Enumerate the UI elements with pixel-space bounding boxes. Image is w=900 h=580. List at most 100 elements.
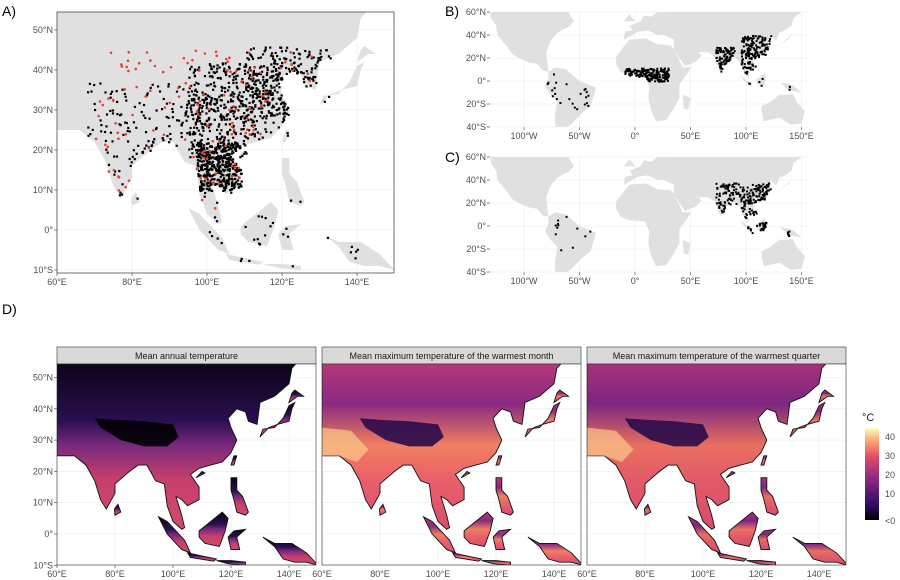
land xyxy=(188,208,230,254)
occurrence-point xyxy=(285,112,288,115)
occurrence-point xyxy=(746,193,749,196)
occurrence-point xyxy=(277,97,280,100)
occurrence-point xyxy=(315,65,318,68)
occurrence-point xyxy=(228,118,232,121)
occurrence-point xyxy=(202,126,205,129)
occurrence-point xyxy=(153,138,156,141)
occurrence-point xyxy=(760,198,763,201)
occurrence-point-red xyxy=(109,51,113,55)
occurrence-point xyxy=(165,115,168,119)
occurrence-point xyxy=(718,206,721,209)
occurrence-point xyxy=(119,191,122,194)
occurrence-point xyxy=(205,162,208,165)
occurrence-point xyxy=(201,122,204,126)
panel-c-label: C) xyxy=(445,149,460,165)
occurrence-point xyxy=(749,44,752,47)
occurrence-point xyxy=(743,204,746,207)
occurrence-point xyxy=(727,49,730,52)
occurrence-point xyxy=(148,117,151,120)
occurrence-point xyxy=(193,83,196,87)
occurrence-point xyxy=(766,46,769,49)
occurrence-point xyxy=(317,59,320,62)
occurrence-point xyxy=(271,106,274,109)
occurrence-point xyxy=(221,178,225,182)
occurrence-point xyxy=(222,116,226,119)
occurrence-point xyxy=(643,73,646,76)
occurrence-point xyxy=(737,191,740,194)
land xyxy=(323,234,394,270)
occurrence-point xyxy=(201,91,204,94)
occurrence-point xyxy=(149,149,152,152)
occurrence-point xyxy=(227,157,230,160)
occurrence-point xyxy=(741,51,744,54)
x-tick-label: 100°E xyxy=(195,277,220,287)
occurrence-point xyxy=(761,38,764,41)
occurrence-point xyxy=(105,125,108,128)
panel-b-label: B) xyxy=(445,3,459,19)
occurrence-point xyxy=(274,51,277,55)
occurrence-point xyxy=(756,51,759,54)
occurrence-point xyxy=(145,94,149,97)
occurrence-point xyxy=(155,126,158,130)
y-tick-label: 20°N xyxy=(33,145,53,155)
occurrence-point xyxy=(723,53,726,56)
occurrence-point xyxy=(265,114,268,117)
occurrence-point xyxy=(756,54,759,57)
occurrence-point xyxy=(220,89,223,92)
panel-a-map: 60°E 80°E 100°E 120°E 140°E50°N40°N30°N20°N1… xyxy=(33,11,395,287)
occurrence-point xyxy=(216,237,219,240)
occurrence-point xyxy=(747,200,750,203)
x-tick-label: 100°E xyxy=(734,276,759,286)
occurrence-point xyxy=(239,100,242,103)
occurrence-point xyxy=(715,202,718,205)
occurrence-point xyxy=(724,53,727,56)
occurrence-point xyxy=(118,194,121,197)
occurrence-point xyxy=(136,197,139,200)
occurrence-point xyxy=(210,156,213,159)
occurrence-point xyxy=(560,249,563,252)
occurrence-point xyxy=(226,144,229,148)
occurrence-point xyxy=(158,90,162,93)
occurrence-point xyxy=(204,97,207,100)
occurrence-point xyxy=(219,115,222,118)
occurrence-point xyxy=(200,146,203,149)
occurrence-point xyxy=(221,168,225,171)
occurrence-point xyxy=(236,169,240,172)
occurrence-point xyxy=(356,248,359,251)
occurrence-point xyxy=(223,136,226,139)
occurrence-point xyxy=(87,91,90,94)
occurrence-point xyxy=(198,169,201,173)
occurrence-point xyxy=(746,39,749,42)
occurrence-point xyxy=(229,144,232,147)
occurrence-point xyxy=(629,69,632,72)
occurrence-point xyxy=(165,102,169,105)
occurrence-point xyxy=(100,130,103,133)
occurrence-point xyxy=(210,175,214,178)
land xyxy=(623,159,635,167)
occurrence-point xyxy=(291,67,294,71)
occurrence-point xyxy=(244,116,247,119)
occurrence-point-red xyxy=(279,66,283,70)
occurrence-point xyxy=(349,251,352,254)
occurrence-point xyxy=(731,185,734,188)
occurrence-point xyxy=(745,44,748,47)
occurrence-point xyxy=(661,74,664,77)
occurrence-point xyxy=(758,224,761,227)
occurrence-point xyxy=(217,109,220,112)
occurrence-point xyxy=(214,167,218,170)
plateau-cold-region xyxy=(624,418,709,447)
y-tick-label: 50°N xyxy=(33,25,53,35)
occurrence-point xyxy=(263,97,266,100)
occurrence-point-red xyxy=(124,132,128,136)
occurrence-point xyxy=(718,205,721,208)
occurrence-point xyxy=(212,108,215,111)
occurrence-point xyxy=(644,69,647,72)
occurrence-point xyxy=(583,103,586,106)
occurrence-point xyxy=(583,88,586,91)
occurrence-point xyxy=(727,185,730,188)
occurrence-point xyxy=(241,103,245,106)
occurrence-point xyxy=(276,78,280,82)
occurrence-point xyxy=(294,67,297,70)
occurrence-point-red xyxy=(234,107,238,111)
occurrence-point xyxy=(236,179,239,182)
